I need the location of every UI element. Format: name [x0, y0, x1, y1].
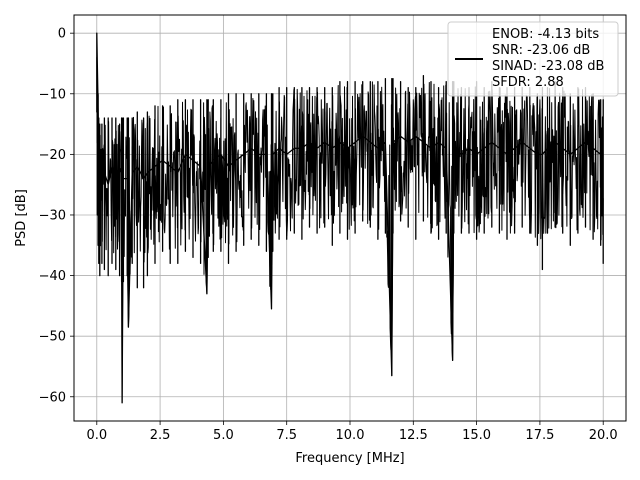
y-tick-label: −40	[39, 269, 66, 284]
y-axis-ticks: 0 −10 −20 −30 −40 −50 −60	[39, 27, 74, 405]
x-tick-label: 12.5	[399, 428, 428, 443]
y-tick-label: −50	[39, 330, 66, 345]
y-axis-label: PSD [dB]	[14, 189, 29, 247]
x-axis-label: Frequency [MHz]	[295, 451, 404, 466]
plot-series-group	[96, 32, 604, 404]
legend-label-line: SNR: -23.06 dB	[492, 43, 590, 58]
y-tick-label: −10	[39, 87, 66, 102]
x-axis-ticks: 0.0 2.5 5.0 7.5 10.0 12.5 15.0 17.5 20.0	[86, 421, 618, 443]
psd-noise-trace	[96, 57, 604, 404]
y-tick-label: −30	[39, 208, 66, 223]
legend-label-line: SFDR: 2.88	[492, 75, 564, 90]
x-tick-label: 17.5	[525, 428, 554, 443]
y-tick-label: 0	[58, 27, 66, 42]
x-tick-label: 0.0	[86, 428, 107, 443]
y-tick-label: −20	[39, 148, 66, 163]
psd-series-line	[96, 32, 604, 404]
legend-label-line: ENOB: -4.13 bits	[492, 27, 599, 42]
legend-label-line: SINAD: -23.08 dB	[492, 59, 604, 74]
x-tick-label: 20.0	[589, 428, 618, 443]
x-tick-label: 7.5	[276, 428, 297, 443]
x-tick-label: 10.0	[336, 428, 365, 443]
legend-box	[447, 21, 619, 97]
x-tick-label: 15.0	[462, 428, 491, 443]
legend: ENOB: -4.13 bits SNR: -23.06 dB SINAD: -23…	[447, 21, 619, 97]
y-tick-label: −60	[39, 390, 66, 405]
x-tick-label: 2.5	[150, 428, 171, 443]
x-tick-label: 5.0	[213, 428, 234, 443]
legend-label: ENOB: -4.13 bits SNR: -23.06 dB SINAD: -23…	[492, 27, 604, 90]
